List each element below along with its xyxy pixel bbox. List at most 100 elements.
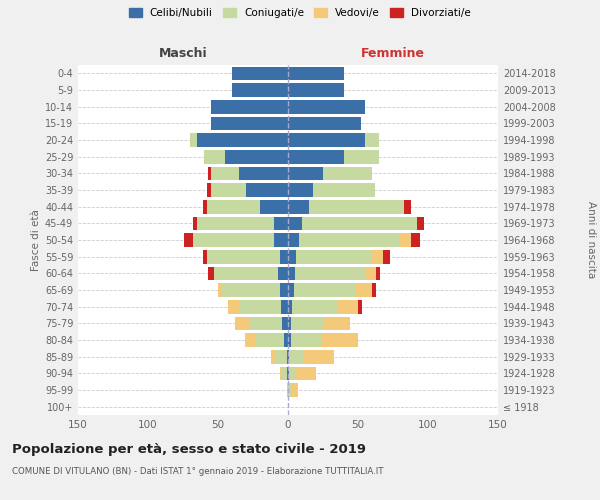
Bar <box>322 333 358 347</box>
Bar <box>275 350 287 364</box>
Bar <box>278 266 288 280</box>
Bar <box>239 300 281 314</box>
Bar <box>214 266 278 280</box>
Bar <box>288 233 299 247</box>
Bar <box>211 100 288 114</box>
Bar <box>218 283 221 297</box>
Bar <box>283 316 288 330</box>
Bar <box>207 183 211 197</box>
Bar <box>376 266 380 280</box>
Bar <box>245 333 256 347</box>
Bar <box>288 283 293 297</box>
Bar <box>221 283 280 297</box>
Legend: Celibi/Nubili, Coniugati/e, Vedovi/e, Divorziati/e: Celibi/Nubili, Coniugati/e, Vedovi/e, Di… <box>126 5 474 21</box>
Bar <box>299 233 400 247</box>
Bar <box>211 116 288 130</box>
Bar <box>207 250 280 264</box>
Bar <box>288 166 323 180</box>
Bar <box>288 66 344 80</box>
Bar <box>313 183 375 197</box>
Bar <box>256 333 284 347</box>
Bar <box>235 316 249 330</box>
Bar <box>284 333 288 347</box>
Bar <box>207 200 260 213</box>
Bar <box>383 250 390 264</box>
Bar <box>204 150 225 164</box>
Bar <box>288 333 291 347</box>
Bar <box>232 83 288 97</box>
Bar <box>288 100 365 114</box>
Bar <box>289 366 296 380</box>
Bar <box>372 250 383 264</box>
Bar <box>274 233 288 247</box>
Bar <box>358 300 362 314</box>
Bar <box>323 166 372 180</box>
Bar <box>404 200 411 213</box>
Bar <box>249 316 283 330</box>
Bar <box>302 216 417 230</box>
Bar <box>288 383 291 397</box>
Bar <box>288 200 309 213</box>
Bar <box>288 300 292 314</box>
Bar <box>288 83 344 97</box>
Bar <box>344 150 379 164</box>
Bar <box>417 216 424 230</box>
Bar <box>239 166 288 180</box>
Bar <box>293 283 355 297</box>
Bar <box>295 266 365 280</box>
Bar <box>281 300 288 314</box>
Bar <box>193 233 274 247</box>
Bar <box>190 133 197 147</box>
Bar <box>291 383 298 397</box>
Bar <box>365 133 379 147</box>
Bar <box>288 183 313 197</box>
Bar <box>288 116 361 130</box>
Bar <box>287 350 288 364</box>
Bar <box>274 216 288 230</box>
Bar <box>288 316 291 330</box>
Bar <box>304 350 334 364</box>
Bar <box>411 233 419 247</box>
Bar <box>289 350 304 364</box>
Bar <box>296 366 316 380</box>
Bar <box>288 216 302 230</box>
Bar <box>296 250 372 264</box>
Bar <box>271 350 275 364</box>
Bar <box>260 200 288 213</box>
Text: Maschi: Maschi <box>158 47 208 60</box>
Bar <box>288 266 295 280</box>
Bar <box>208 266 214 280</box>
Bar <box>208 166 211 180</box>
Bar <box>337 300 358 314</box>
Bar <box>287 366 288 380</box>
Bar <box>291 316 325 330</box>
Bar <box>280 283 288 297</box>
Bar <box>280 250 288 264</box>
Bar <box>288 133 365 147</box>
Bar <box>232 66 288 80</box>
Bar <box>288 350 289 364</box>
Bar <box>372 283 376 297</box>
Text: Popolazione per età, sesso e stato civile - 2019: Popolazione per età, sesso e stato civil… <box>12 442 366 456</box>
Bar <box>400 233 411 247</box>
Bar <box>197 133 288 147</box>
Bar <box>287 383 288 397</box>
Bar <box>225 150 288 164</box>
Bar <box>193 216 197 230</box>
Bar <box>288 250 296 264</box>
Bar <box>281 366 287 380</box>
Text: Femmine: Femmine <box>361 47 425 60</box>
Bar <box>309 200 404 213</box>
Y-axis label: Fasce di età: Fasce di età <box>31 209 41 271</box>
Bar <box>280 366 281 380</box>
Bar <box>355 283 372 297</box>
Text: COMUNE DI VITULANO (BN) - Dati ISTAT 1° gennaio 2019 - Elaborazione TUTTITALIA.I: COMUNE DI VITULANO (BN) - Dati ISTAT 1° … <box>12 468 383 476</box>
Bar <box>288 150 344 164</box>
Bar <box>292 300 337 314</box>
Bar <box>325 316 350 330</box>
Text: Anni di nascita: Anni di nascita <box>586 202 596 278</box>
Bar <box>197 216 274 230</box>
Bar <box>211 166 239 180</box>
Bar <box>184 233 193 247</box>
Bar <box>211 183 246 197</box>
